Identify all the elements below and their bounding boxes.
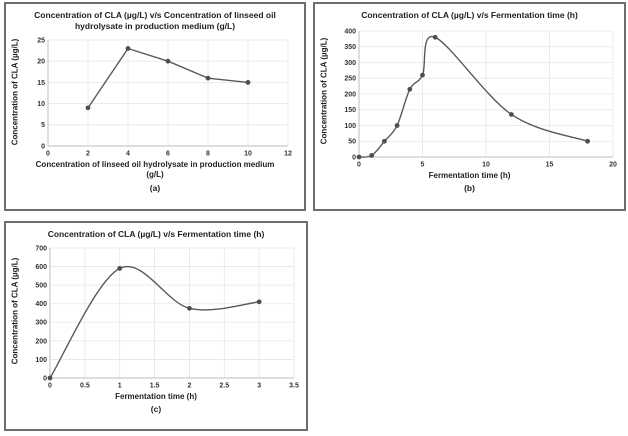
data-point-marker: [356, 154, 362, 160]
x-tick-label: 5: [421, 162, 425, 169]
x-tick-label: 2: [86, 151, 90, 158]
x-tick-label: 0: [48, 383, 52, 390]
y-tick-label: 0: [41, 143, 45, 150]
y-tick-label: 50: [348, 139, 356, 146]
chart-area-a: Concentration of CLA (µg/L) 0 5 10 15 20 25 0 2…: [6, 34, 304, 160]
data-point-marker: [407, 86, 413, 92]
x-tick-label: 2.5: [219, 383, 229, 390]
series-line: [49, 265, 260, 379]
subfigure-caption-b: (b): [464, 183, 475, 194]
data-point-marker: [165, 58, 171, 64]
y-tick-label: 150: [344, 107, 356, 114]
y-tick-label: 0: [43, 375, 47, 382]
y-tick-label: 500: [35, 283, 47, 290]
x-tick-label: 6: [166, 151, 170, 158]
x-tick-label: 20: [609, 162, 617, 169]
chart-title-a: Concentration of CLA (µg/L) v/s Concentr…: [34, 10, 276, 32]
x-tick-label: 3: [257, 383, 261, 390]
x-axis-label-b: Fermentation time (h): [428, 171, 511, 181]
data-point-marker: [125, 46, 131, 51]
y-tick-label: 250: [344, 76, 356, 83]
y-tick-label: 10: [37, 101, 45, 108]
line-plot-b: 0 50 100 150 200 250 300 350 400 0 5 10 15 20: [344, 28, 617, 169]
data-point-marker: [369, 153, 375, 158]
data-point-marker: [432, 34, 438, 40]
y-tick-label: 300: [344, 60, 356, 67]
x-tick-label: 2: [187, 383, 191, 390]
y-tick-label: 0: [352, 154, 356, 161]
data-point-marker: [256, 299, 262, 305]
y-axis-label-c: Concentration of CLA (µg/L): [10, 257, 20, 365]
data-point-marker: [382, 138, 387, 144]
subfigure-caption-a: (a): [149, 182, 161, 193]
x-axis-label-c: Fermentation time (h): [115, 392, 197, 402]
y-tick-label: 200: [35, 338, 47, 345]
y-tick-label: 200: [344, 91, 356, 98]
y-tick-label: 20: [37, 59, 45, 66]
y-tick-label: 350: [344, 44, 356, 51]
y-axis-label-b: Concentration of CLA (µg/L): [319, 37, 329, 145]
data-point-marker: [187, 306, 192, 311]
y-tick-label: 15: [37, 80, 45, 87]
x-tick-label: 0: [46, 151, 50, 158]
data-point-marker: [117, 266, 123, 271]
x-tick-label: 4: [126, 151, 130, 158]
data-point-marker: [585, 138, 590, 144]
chart-title-c: Concentration of CLA (µg/L) v/s Fermenta…: [47, 229, 265, 239]
line-plot-c: 0 100 200 300 400 500 600 700 0 0.5 1 1.5 2 2.5 3 3.5: [35, 245, 299, 390]
y-tick-label: 300: [35, 320, 47, 327]
x-tick-label: 12: [284, 151, 292, 158]
chart-panel-a: Concentration of CLA (µg/L) v/s Concentr…: [4, 2, 306, 211]
data-point-marker: [85, 105, 91, 111]
y-axis-label-a: Concentration of CLA (µg/L): [10, 38, 20, 146]
x-tick-label: 1: [118, 383, 122, 390]
x-tick-label: 1.5: [150, 383, 160, 390]
data-point-marker: [420, 72, 425, 78]
chart-panel-c: Concentration of CLA (µg/L) v/s Fermenta…: [4, 221, 308, 431]
line-plot-a: 0 5 10 15 20 25 0 2 4 6 8 10 12: [37, 37, 292, 158]
chart-area-b: Concentration of CLA (µg/L) 0 50 100 150 200…: [315, 23, 624, 171]
x-tick-label: 0.5: [80, 383, 90, 390]
y-tick-label: 600: [35, 264, 47, 271]
data-point-marker: [205, 75, 211, 81]
chart-area-c: Concentration of CLA (µg/L) 0 100 200 300 40…: [6, 242, 306, 392]
y-tick-label: 25: [37, 37, 45, 44]
data-point-marker: [245, 80, 251, 85]
y-tick-label: 700: [35, 245, 47, 252]
y-tick-label: 400: [35, 301, 47, 308]
chart-title-b: Concentration of CLA (µg/L) v/s Fermenta…: [361, 10, 578, 20]
x-tick-label: 8: [206, 151, 210, 158]
y-tick-label: 400: [344, 28, 356, 35]
x-tick-label: 0: [357, 162, 361, 169]
x-tick-label: 10: [482, 162, 490, 169]
x-tick-label: 3.5: [289, 383, 299, 390]
subfigure-caption-c: (c): [150, 404, 162, 415]
data-point-marker: [394, 123, 400, 128]
x-tick-label: 10: [244, 151, 252, 158]
y-tick-label: 5: [41, 122, 45, 129]
series-line: [358, 36, 589, 158]
x-axis-label-a: Concentration of linseed oil hydrolysate…: [35, 160, 275, 180]
chart-panel-b: Concentration of CLA (µg/L) v/s Fermenta…: [313, 2, 626, 211]
data-point-marker: [47, 375, 53, 381]
y-tick-label: 100: [344, 123, 356, 130]
y-tick-label: 100: [35, 357, 47, 364]
data-point-marker: [509, 112, 514, 117]
x-tick-label: 15: [546, 162, 554, 169]
